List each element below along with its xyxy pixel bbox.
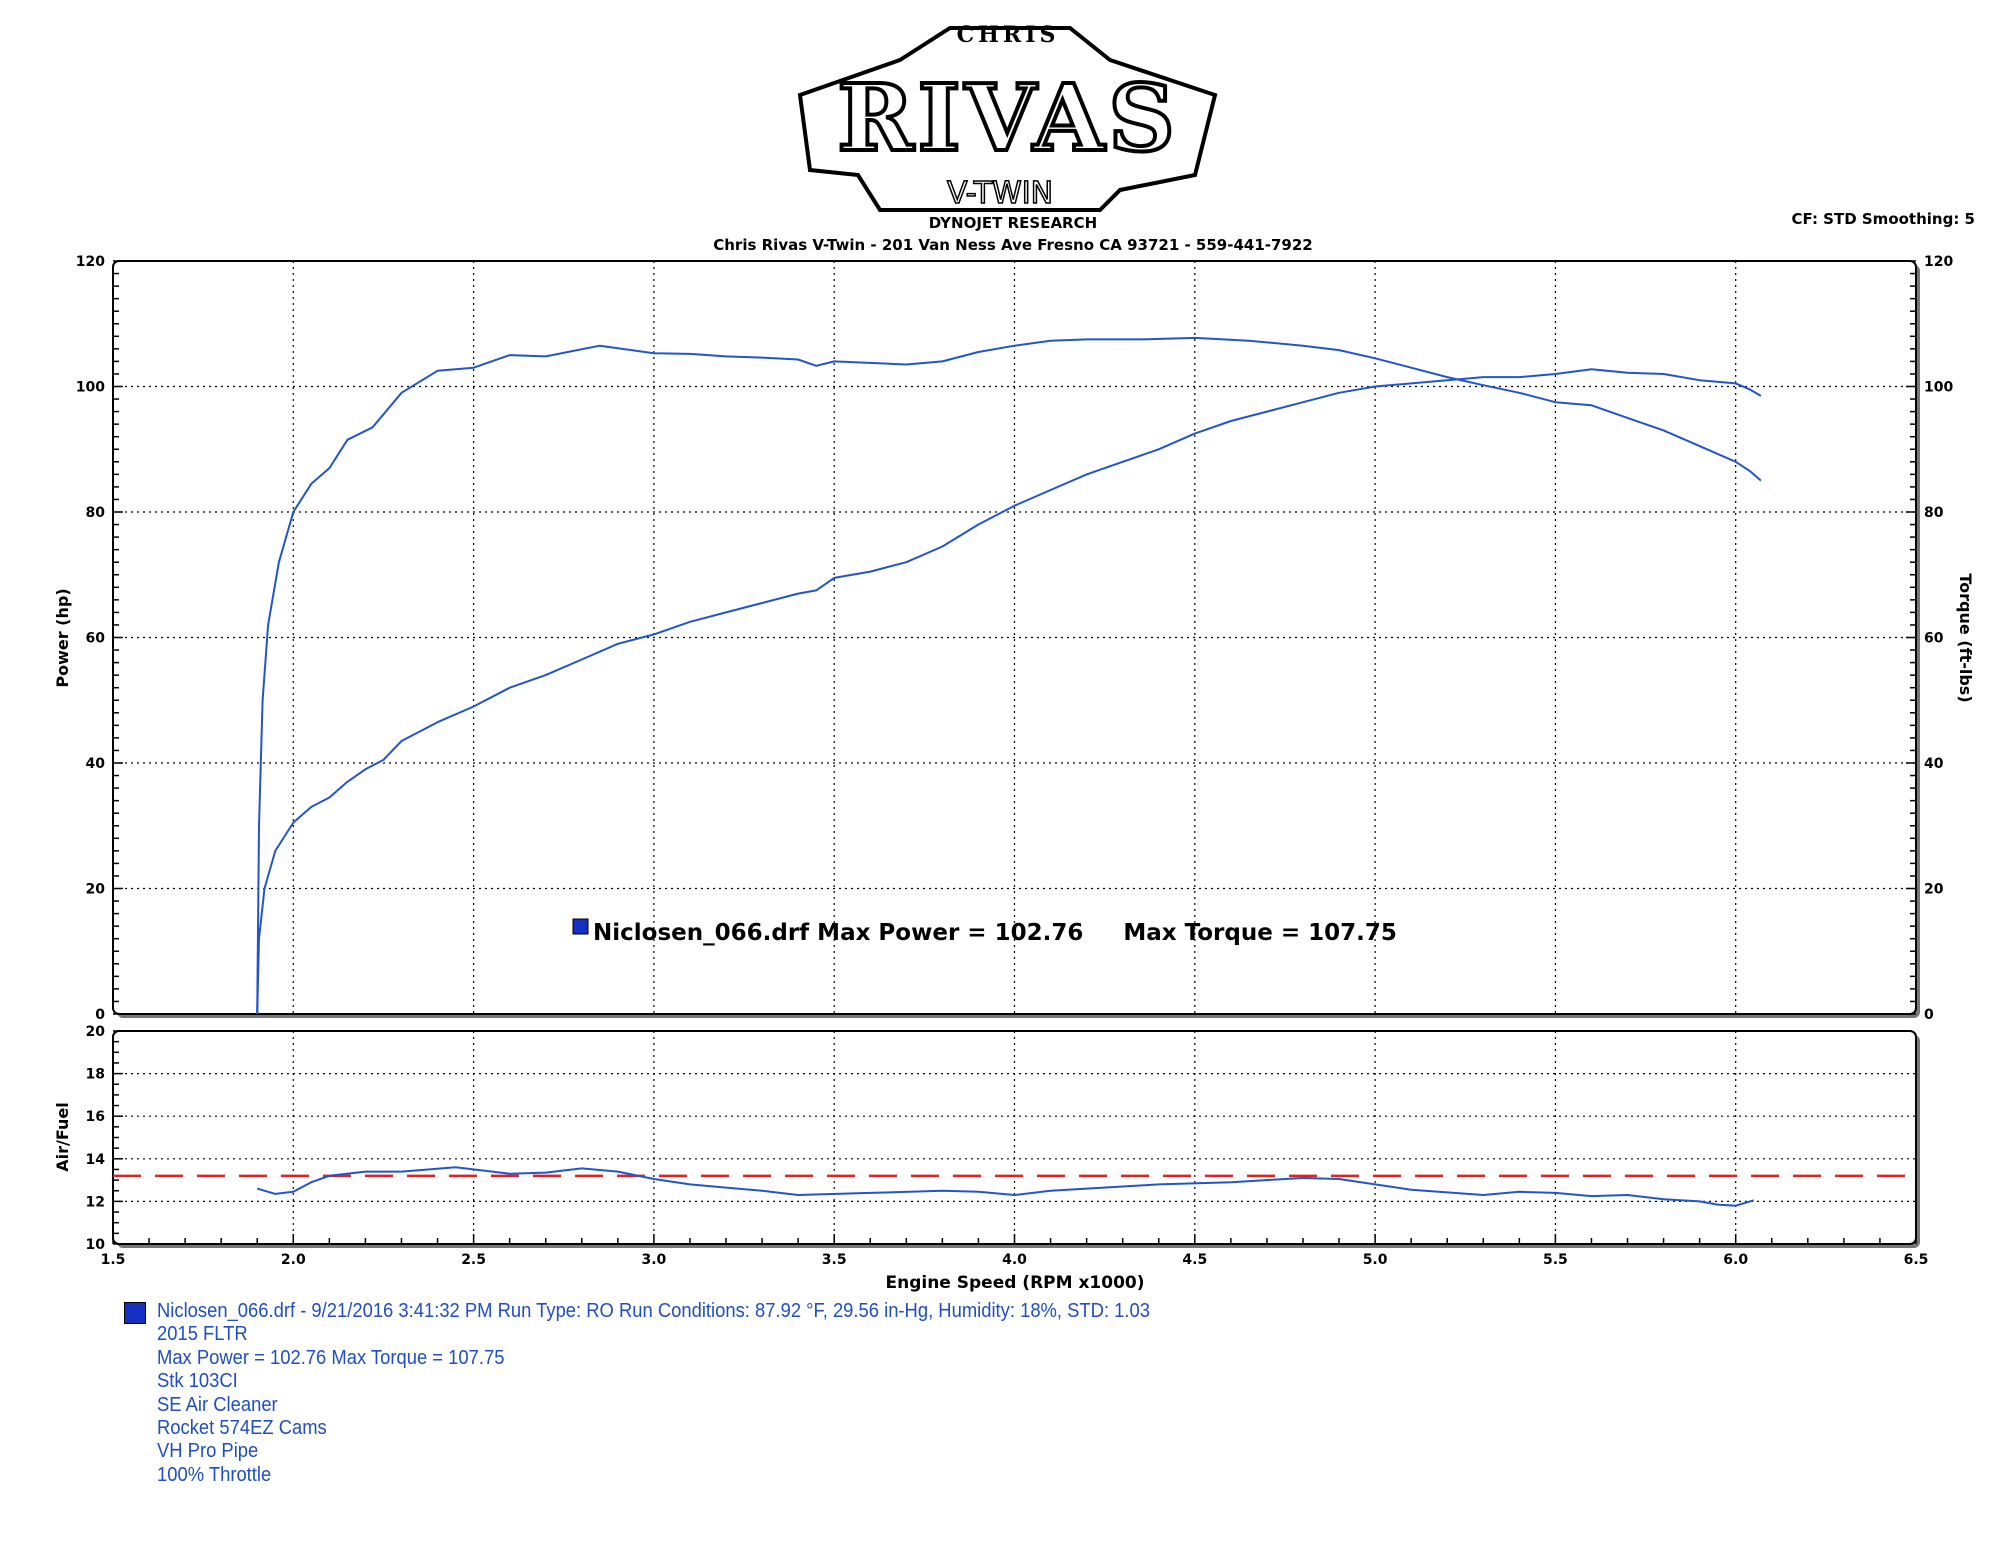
- x-tick-label: 3.5: [822, 1252, 847, 1268]
- y-tick-label: 120: [76, 254, 105, 270]
- run-info-line: Niclosen_066.drf - 9/21/2016 3:41:32 PM …: [157, 1300, 1150, 1322]
- y-tick-label: 80: [86, 505, 106, 521]
- air-fuel-plot: 1.5 2.0 2.5 3.0 3.5 4.0 4.5 5.0 5.5 6.0 6.5 10 12 14 1…: [86, 1024, 1929, 1268]
- y2-tick-label: 0: [1924, 1007, 1934, 1023]
- run-info-line: Max Power = 102.76 Max Torque = 107.75: [157, 1346, 505, 1369]
- run-info-line: VH Pro Pipe: [157, 1440, 259, 1463]
- power-torque-plot: 0 0 20 20 40 40 60 60 80 80 100 100 120 120: [76, 254, 1954, 1023]
- svg-text:RIVAS: RIVAS: [837, 64, 1179, 172]
- run-info: Niclosen_066.drf - 9/21/2016 3:41:32 PM …: [157, 1300, 1150, 1487]
- y2-tick-label: 120: [1924, 254, 1953, 270]
- y2-tick-label: 20: [1924, 882, 1944, 898]
- shop-address: Chris Rivas V-Twin - 201 Van Ness Ave Fr…: [713, 236, 1313, 254]
- y-tick-label: 10: [86, 1237, 106, 1253]
- y-axis-label-power: Power (hp): [53, 588, 72, 687]
- y-tick-label: 60: [86, 631, 106, 647]
- y-axis-label-afr: Air/Fuel: [53, 1102, 72, 1171]
- y-tick-label: 16: [86, 1109, 105, 1125]
- y-tick-label: 20: [86, 882, 106, 898]
- y-axis-label-torque: Torque (ft-lbs): [1956, 573, 1975, 702]
- x-axis-label: Engine Speed (RPM x1000): [885, 1273, 1144, 1293]
- y2-tick-label: 80: [1924, 505, 1944, 521]
- power-curve: [256, 368, 1762, 1015]
- y-tick-label: 18: [86, 1067, 105, 1083]
- y-tick-label: 40: [86, 756, 106, 772]
- x-tick-label: 2.0: [281, 1252, 306, 1268]
- dynojet-subtitle: DYNOJET RESEARCH: [929, 214, 1097, 232]
- y-tick-label: 14: [86, 1152, 106, 1168]
- x-tick-label: 1.5: [101, 1252, 126, 1268]
- afr-curve: [256, 1166, 1754, 1207]
- logo: CHRIS RIVAS V-TWIN: [797, 22, 1218, 212]
- y2-tick-label: 60: [1924, 631, 1944, 647]
- x-tick-label: 6.0: [1723, 1252, 1748, 1268]
- run-info-line: 100% Throttle: [157, 1463, 272, 1486]
- run-info-line: 2015 FLTR: [157, 1323, 248, 1346]
- x-tick-label: 6.5: [1904, 1252, 1929, 1268]
- torque-curve: [256, 336, 1762, 1015]
- run-marker: [124, 1302, 146, 1324]
- svg-text:V-TWIN: V-TWIN: [947, 176, 1053, 211]
- y-tick-label: 20: [86, 1024, 106, 1040]
- legend-marker: [572, 918, 589, 935]
- svg-text:CHRIS: CHRIS: [957, 22, 1060, 48]
- run-info-line: SE Air Cleaner: [157, 1393, 278, 1416]
- x-tick-label: 4.0: [1002, 1252, 1027, 1268]
- y2-tick-label: 40: [1924, 756, 1944, 772]
- y-tick-label: 100: [76, 380, 105, 396]
- x-tick-label: 3.0: [641, 1252, 666, 1268]
- x-tick-label: 5.0: [1363, 1252, 1388, 1268]
- y-tick-label: 0: [95, 1007, 105, 1023]
- y2-tick-label: 100: [1924, 380, 1953, 396]
- run-info-line: Rocket 574EZ Cams: [157, 1417, 327, 1440]
- x-tick-label: 2.5: [461, 1252, 486, 1268]
- run-info-line: Stk 103CI: [157, 1370, 238, 1393]
- settings-text: CF: STD Smoothing: 5: [1792, 210, 1975, 228]
- chart-legend: Niclosen_066.drf Max Power = 102.76 Max …: [593, 920, 1397, 946]
- x-tick-label: 5.5: [1543, 1252, 1568, 1268]
- x-tick-label: 4.5: [1182, 1252, 1207, 1268]
- y-tick-label: 12: [86, 1194, 105, 1210]
